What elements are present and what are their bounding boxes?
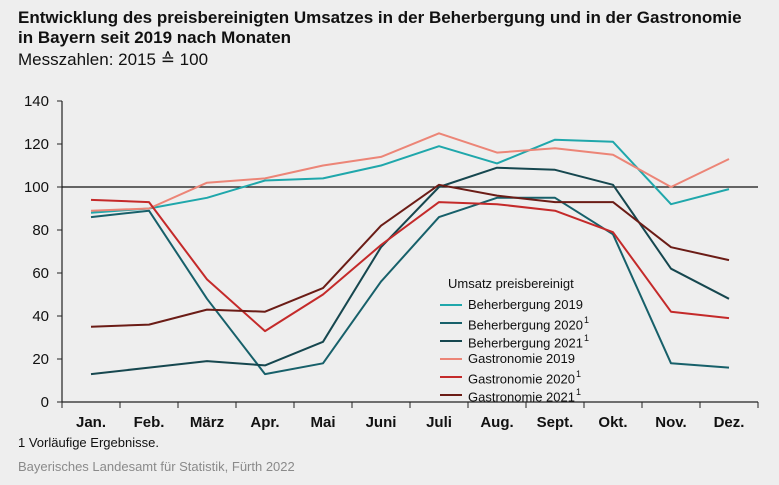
y-tick-label: 20	[32, 351, 49, 368]
series-line-4	[90, 132, 730, 212]
legend-label: Gastronomie 20201	[468, 368, 581, 387]
legend-footnote-mark: 1	[575, 386, 581, 397]
x-tick-label: Juni	[366, 414, 397, 431]
series-line-5	[90, 198, 730, 333]
legend-swatch	[440, 340, 462, 342]
legend-swatch	[440, 322, 462, 324]
footnote: 1 Vorläufige Ergebnisse.	[18, 435, 159, 450]
chart-legend: Umsatz preisbereinigt Beherbergung 2019 B…	[440, 276, 589, 405]
x-tick-label: Nov.	[655, 414, 686, 431]
x-tick-label: Mai	[310, 414, 335, 431]
legend-label: Beherbergung 2019	[468, 297, 583, 312]
legend-swatch	[440, 304, 462, 306]
legend-footnote-mark: 1	[575, 368, 581, 379]
legend-items: Beherbergung 2019 Beherbergung 20201 Beher…	[440, 297, 589, 405]
legend-swatch	[440, 376, 462, 378]
legend-footnote-mark: 1	[583, 314, 589, 325]
legend-item: Gastronomie 20201	[440, 368, 589, 387]
series-line-6	[90, 183, 730, 328]
legend-swatch	[440, 358, 462, 360]
x-tick-label: Okt.	[598, 414, 627, 431]
legend-label: Beherbergung 20211	[468, 332, 589, 351]
legend-title: Umsatz preisbereinigt	[448, 276, 574, 291]
x-tick-label: Sept.	[537, 414, 574, 431]
y-tick-label: 60	[32, 265, 49, 282]
series-line-3	[90, 166, 730, 376]
legend-swatch	[440, 394, 462, 396]
legend-item: Gastronomie 20211	[440, 386, 589, 405]
y-tick-label: 120	[24, 136, 49, 153]
legend-item: Beherbergung 2019	[440, 297, 589, 313]
source-note: Bayerisches Landesamt für Statistik, Für…	[18, 459, 295, 474]
x-tick-label: Dez.	[714, 414, 745, 431]
x-tick-label: Juli	[426, 414, 452, 431]
y-tick-label: 80	[32, 222, 49, 239]
x-tick-label: Jan.	[76, 414, 106, 431]
chart-title: Entwicklung des preisbereinigten Umsatze…	[18, 8, 742, 47]
x-tick-label: Aug.	[480, 414, 513, 431]
y-tick-label: 0	[41, 394, 49, 411]
x-tick-label: Apr.	[250, 414, 279, 431]
series-line-2	[90, 196, 730, 376]
legend-label: Gastronomie 20211	[468, 386, 581, 405]
chart-axes: 0 20 40 60 80 100 120 140 Jan. Feb. März Apr. Mai Jun…	[24, 93, 759, 431]
x-tick-label: Feb.	[134, 414, 165, 431]
legend-footnote-mark: 1	[583, 332, 589, 343]
legend-item: Gastronomie 2019	[440, 351, 589, 367]
y-tick-label: 100	[24, 179, 49, 196]
x-tick-label: März	[190, 414, 224, 431]
chart-series	[90, 132, 730, 376]
legend-item: Beherbergung 20211	[440, 332, 589, 351]
y-tick-label: 40	[32, 308, 49, 325]
legend-item: Beherbergung 20201	[440, 314, 589, 333]
legend-label: Beherbergung 20201	[468, 314, 589, 333]
legend-label: Gastronomie 2019	[468, 351, 575, 366]
y-tick-label: 140	[24, 93, 49, 110]
series-line-1	[90, 138, 730, 214]
chart-subtitle: Messzahlen: 2015 ≙ 100	[18, 50, 209, 69]
